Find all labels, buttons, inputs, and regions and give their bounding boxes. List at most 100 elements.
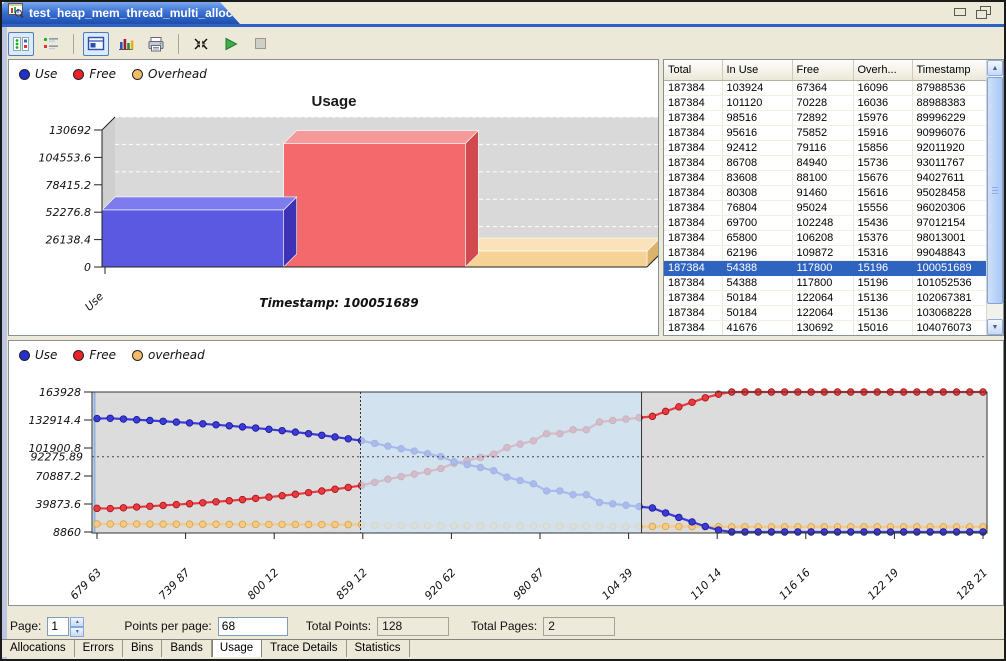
table-row[interactable]: 187384103924673641609687988536 — [664, 80, 988, 95]
table-cell[interactable]: 15196 — [853, 260, 912, 275]
table-cell[interactable]: 187384 — [664, 245, 722, 260]
table-cell[interactable]: 84940 — [792, 155, 853, 170]
table-cell[interactable]: 98013001 — [912, 230, 988, 245]
table-cell[interactable]: 15436 — [853, 215, 912, 230]
table-cell[interactable]: 15016 — [853, 320, 912, 335]
table-cell[interactable]: 97012154 — [912, 215, 988, 230]
table-cell[interactable]: 16096 — [853, 80, 912, 95]
table-cell[interactable]: 106208 — [792, 230, 853, 245]
table-row[interactable]: 18738495616758521591690996076 — [664, 125, 988, 140]
bottom-tab-usage[interactable]: Usage — [212, 640, 262, 657]
page-spinner[interactable]: ▲▼ — [70, 617, 84, 636]
table-cell[interactable]: 15916 — [853, 125, 912, 140]
table-cell[interactable]: 15676 — [853, 170, 912, 185]
column-header[interactable]: Timestamp — [912, 60, 988, 80]
table-row[interactable]: 18738476804950241555696020306 — [664, 200, 988, 215]
bottom-tab-bins[interactable]: Bins — [123, 640, 162, 657]
table-cell[interactable]: 87988536 — [912, 80, 988, 95]
table-cell[interactable]: 187384 — [664, 305, 722, 320]
table-cell[interactable]: 15736 — [853, 155, 912, 170]
table-cell[interactable]: 109872 — [792, 245, 853, 260]
table-cell[interactable]: 96020306 — [912, 200, 988, 215]
table-cell[interactable]: 187384 — [664, 260, 722, 275]
table-row[interactable]: 187384697001022481543697012154 — [664, 215, 988, 230]
table-row[interactable]: 187384621961098721531699048843 — [664, 245, 988, 260]
table-row[interactable]: 18738480308914601561695028458 — [664, 185, 988, 200]
points-per-page-input[interactable] — [218, 617, 288, 636]
table-cell[interactable]: 117800 — [792, 275, 853, 290]
table-cell[interactable]: 15856 — [853, 140, 912, 155]
table-cell[interactable]: 187384 — [664, 320, 722, 335]
column-header[interactable]: Overh... — [853, 60, 912, 80]
usage-bar-chart[interactable]: 026138.452276.878415.2104553.6130692UseU… — [9, 60, 658, 335]
table-cell[interactable]: 93011767 — [912, 155, 988, 170]
spin-down-icon[interactable]: ▼ — [70, 627, 84, 637]
table-row[interactable]: 1873845018412206415136103068228 — [664, 305, 988, 320]
bottom-tab-bands[interactable]: Bands — [162, 640, 212, 657]
detail-layout-button[interactable] — [38, 32, 64, 56]
table-row[interactable]: 1873845018412206415136102067381 — [664, 290, 988, 305]
table-cell[interactable]: 104076073 — [912, 320, 988, 335]
table-cell[interactable]: 65800 — [722, 230, 792, 245]
table-cell[interactable]: 130692 — [792, 320, 853, 335]
table-cell[interactable]: 50184 — [722, 290, 792, 305]
table-cell[interactable]: 15616 — [853, 185, 912, 200]
restore-icon[interactable] — [976, 6, 990, 18]
table-cell[interactable]: 102067381 — [912, 290, 988, 305]
table-cell[interactable]: 187384 — [664, 230, 722, 245]
table-cell[interactable]: 117800 — [792, 260, 853, 275]
table-cell[interactable]: 187384 — [664, 95, 722, 110]
table-row[interactable]: 18738498516728921597689996229 — [664, 110, 988, 125]
table-cell[interactable]: 62196 — [722, 245, 792, 260]
table-cell[interactable]: 187384 — [664, 80, 722, 95]
table-cell[interactable]: 83608 — [722, 170, 792, 185]
table-cell[interactable]: 69700 — [722, 215, 792, 230]
table-cell[interactable]: 98516 — [722, 110, 792, 125]
table-cell[interactable]: 88988383 — [912, 95, 988, 110]
table-row[interactable]: 1873845438811780015196100051689 — [664, 260, 988, 275]
usage-line-chart[interactable]: 163928132914.4101900.870887.239873.68860… — [9, 341, 1003, 605]
table-cell[interactable]: 54388 — [722, 260, 792, 275]
fit-to-window-button[interactable] — [188, 32, 214, 56]
table-vertical-scrollbar[interactable]: ▲ ▼ — [986, 60, 1003, 335]
table-cell[interactable]: 76804 — [722, 200, 792, 215]
table-cell[interactable]: 95028458 — [912, 185, 988, 200]
table-cell[interactable]: 67364 — [792, 80, 853, 95]
scroll-up-icon[interactable]: ▲ — [987, 60, 1003, 76]
table-cell[interactable]: 80308 — [722, 185, 792, 200]
table-cell[interactable]: 187384 — [664, 170, 722, 185]
table-cell[interactable]: 99048843 — [912, 245, 988, 260]
table-row[interactable]: 1873845438811780015196101052536 — [664, 275, 988, 290]
table-row[interactable]: 1873844167613069215016104076073 — [664, 320, 988, 335]
table-cell[interactable]: 122064 — [792, 305, 853, 320]
column-header[interactable]: Total — [664, 60, 722, 80]
table-cell[interactable]: 187384 — [664, 185, 722, 200]
table-cell[interactable]: 88100 — [792, 170, 853, 185]
chart-view-toggle-button[interactable] — [83, 32, 109, 56]
table-cell[interactable]: 92011920 — [912, 140, 988, 155]
table-cell[interactable]: 187384 — [664, 275, 722, 290]
bottom-tab-trace-details[interactable]: Trace Details — [262, 640, 346, 657]
palette-settings-button[interactable] — [8, 32, 34, 56]
play-button[interactable] — [218, 32, 244, 56]
table-cell[interactable]: 50184 — [722, 305, 792, 320]
table-cell[interactable]: 187384 — [664, 125, 722, 140]
table-cell[interactable]: 54388 — [722, 275, 792, 290]
table-cell[interactable]: 15376 — [853, 230, 912, 245]
table-cell[interactable]: 103068228 — [912, 305, 988, 320]
bottom-tab-allocations[interactable]: Allocations — [2, 640, 75, 657]
table-cell[interactable]: 187384 — [664, 140, 722, 155]
table-cell[interactable]: 15556 — [853, 200, 912, 215]
column-header[interactable]: In Use — [722, 60, 792, 80]
table-cell[interactable]: 15316 — [853, 245, 912, 260]
column-header[interactable]: Free — [792, 60, 853, 80]
table-cell[interactable]: 16036 — [853, 95, 912, 110]
table-row[interactable]: 187384658001062081537698013001 — [664, 230, 988, 245]
table-row[interactable]: 18738492412791161585692011920 — [664, 140, 988, 155]
table-row[interactable]: 187384101120702281603688988383 — [664, 95, 988, 110]
close-icon[interactable]: ✕ — [241, 7, 250, 20]
table-cell[interactable]: 101052536 — [912, 275, 988, 290]
page-input[interactable] — [47, 617, 69, 636]
table-cell[interactable]: 15196 — [853, 275, 912, 290]
table-cell[interactable]: 101120 — [722, 95, 792, 110]
